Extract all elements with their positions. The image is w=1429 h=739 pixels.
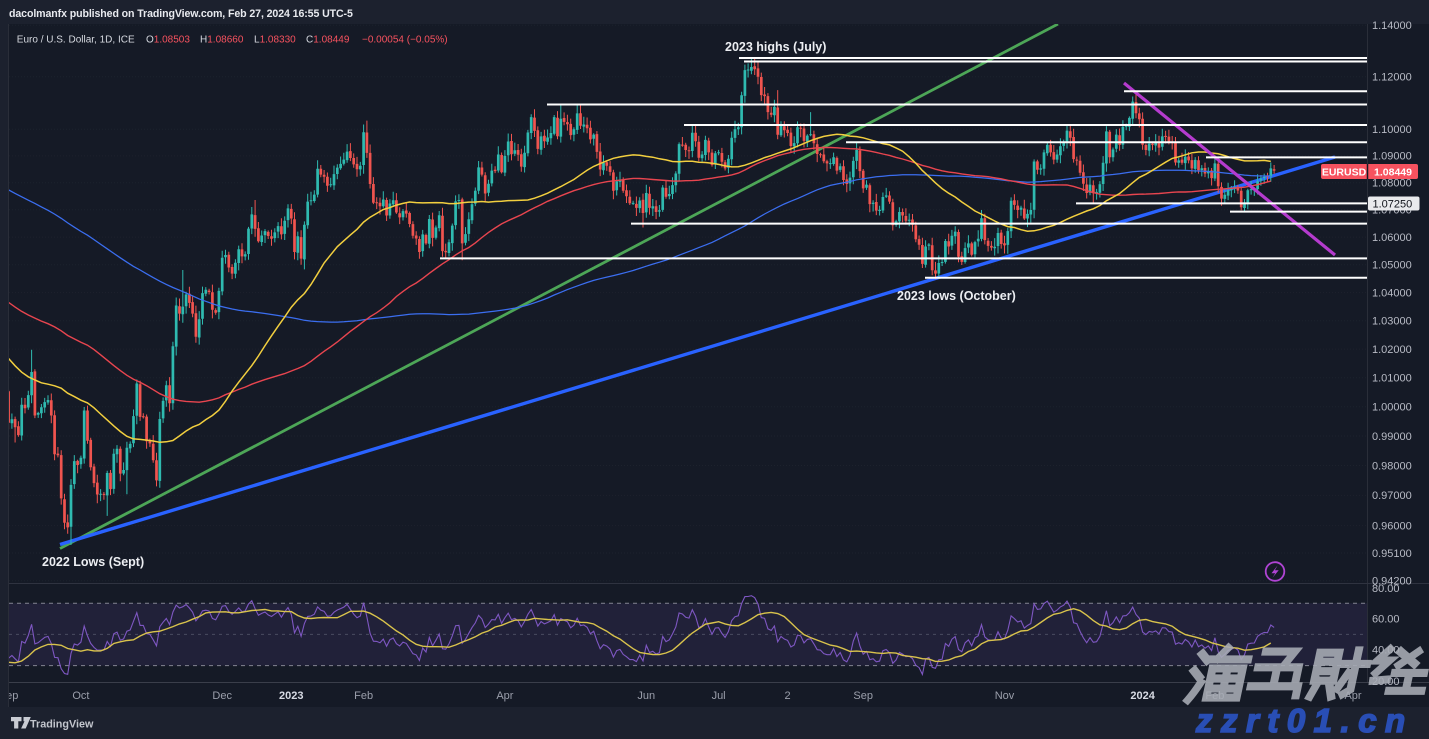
svg-text:1.07250: 1.07250 [1373, 199, 1413, 211]
svg-text:Nov: Nov [995, 690, 1015, 702]
svg-text:2022 Lows (Sept): 2022 Lows (Sept) [42, 555, 144, 569]
svg-text:1.00000: 1.00000 [1372, 402, 1412, 414]
svg-text:1.04000: 1.04000 [1372, 287, 1412, 299]
svg-text:0.97000: 0.97000 [1372, 490, 1412, 502]
svg-text:1.12000: 1.12000 [1372, 72, 1412, 84]
svg-text:0.99000: 0.99000 [1372, 431, 1412, 443]
svg-text:Sep: Sep [0, 690, 18, 702]
svg-text:1.14000: 1.14000 [1372, 20, 1412, 32]
svg-text:dacolmanfx published on Tradin: dacolmanfx published on TradingView.com,… [9, 8, 353, 20]
svg-text:1.09000: 1.09000 [1372, 151, 1412, 163]
svg-text:0.98000: 0.98000 [1372, 460, 1412, 472]
svg-text:60.00: 60.00 [1372, 614, 1400, 626]
svg-text:1.08000: 1.08000 [1372, 178, 1412, 190]
svg-text:Oct: Oct [72, 690, 89, 702]
svg-text:Dec: Dec [212, 690, 232, 702]
svg-text:Feb: Feb [354, 690, 373, 702]
svg-text:2023 lows (October): 2023 lows (October) [897, 289, 1016, 303]
svg-text:1.02000: 1.02000 [1372, 344, 1412, 356]
svg-text:2: 2 [785, 690, 791, 702]
svg-text:TradingView: TradingView [30, 719, 94, 731]
svg-text:80.00: 80.00 [1372, 583, 1400, 595]
svg-text:2024: 2024 [1130, 690, 1155, 702]
svg-text:1.10000: 1.10000 [1372, 124, 1412, 136]
svg-text:2023 highs (July): 2023 highs (July) [725, 40, 826, 54]
svg-text:Apr: Apr [496, 690, 513, 702]
svg-text:1.03000: 1.03000 [1372, 316, 1412, 328]
svg-text:1.05000: 1.05000 [1372, 260, 1412, 272]
svg-text:EURUSD: EURUSD [1322, 167, 1367, 179]
svg-text:1.01000: 1.01000 [1372, 373, 1412, 385]
svg-text:0.94200: 0.94200 [1372, 576, 1412, 588]
svg-text:Jul: Jul [712, 690, 726, 702]
svg-text:0.95100: 0.95100 [1372, 548, 1412, 560]
svg-text:Sep: Sep [853, 690, 873, 702]
svg-text:0.96000: 0.96000 [1372, 520, 1412, 532]
svg-text:1.06000: 1.06000 [1372, 232, 1412, 244]
svg-text:2023: 2023 [279, 690, 303, 702]
svg-text:Euro / U.S. Dollar, 1D, ICE: Euro / U.S. Dollar, 1D, ICE [17, 35, 135, 46]
svg-text:Jun: Jun [637, 690, 655, 702]
svg-text:1.08449: 1.08449 [1374, 167, 1412, 179]
svg-text:zzrt01.cn: zzrt01.cn [1195, 702, 1414, 739]
